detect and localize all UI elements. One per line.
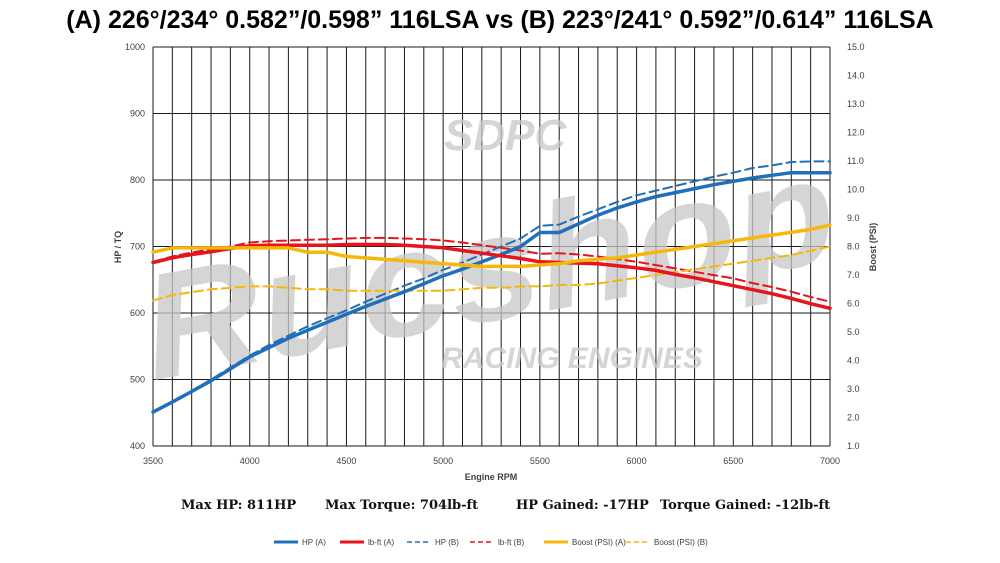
y2-tick-label: 2.0 [847, 413, 860, 423]
y2-tick-label: 12.0 [847, 128, 865, 138]
y2-tick-label: 13.0 [847, 99, 865, 109]
y-tick-label: 800 [130, 175, 145, 185]
y-tick-label: 600 [130, 308, 145, 318]
y2-tick-label: 11.0 [847, 156, 864, 166]
y2-tick-label: 9.0 [847, 213, 860, 223]
y2-tick-label: 14.0 [847, 71, 865, 81]
legend-label: lb-ft (B) [498, 538, 525, 547]
x-tick-label: 4000 [240, 456, 260, 466]
y2-tick-label: 3.0 [847, 384, 860, 394]
x-tick-label: 5000 [433, 456, 453, 466]
y2-tick-label: 15.0 [847, 42, 865, 52]
x-tick-label: 3500 [143, 456, 163, 466]
y2-tick-label: 5.0 [847, 327, 860, 337]
series-line-lb-ft-b [152, 236, 831, 303]
y2-tick-label: 1.0 [847, 441, 860, 451]
series-lines [151, 160, 832, 414]
legend-label: HP (B) [435, 538, 459, 547]
legend-label: lb-ft (A) [368, 538, 395, 547]
y2-axis-title: Boost (PSI) [868, 223, 878, 272]
x-tick-label: 7000 [820, 456, 840, 466]
x-tick-label: 5500 [530, 456, 550, 466]
chart-title: (A) 226°/234° 0.582”/0.598” 116LSA vs (B… [66, 6, 934, 34]
y-tick-label: 1000 [125, 42, 145, 52]
x-tick-label: 6000 [627, 456, 647, 466]
y2-tick-label: 10.0 [847, 185, 865, 195]
legend-label: Boost (PSI) (B) [654, 538, 708, 547]
legend-label: HP (A) [302, 538, 326, 547]
y-tick-label: 500 [130, 375, 145, 385]
y-tick-label: 400 [130, 441, 145, 451]
x-tick-label: 6500 [723, 456, 743, 466]
stat-max-hp: Max HP: 811HP [181, 498, 297, 513]
y2-tick-label: 7.0 [847, 270, 860, 280]
series-line-hp-b [152, 160, 831, 414]
series-line-lb-ft-a [151, 242, 832, 311]
series-line-boost-psi-a [151, 223, 832, 269]
stat-hp-gained: HP Gained: -17HP [516, 498, 649, 513]
y2-tick-label: 8.0 [847, 242, 860, 252]
y2-tick-label: 4.0 [847, 356, 860, 366]
y-axis-title: HP / TQ [113, 231, 123, 263]
legend-label: Boost (PSI) (A) [572, 538, 626, 547]
watermark-top-text: SDPC [444, 111, 567, 160]
series-line-boost-psi-b [152, 245, 831, 302]
x-axis-title: Engine RPM [465, 472, 518, 482]
watermark-bottom-text: RACING ENGINES [441, 342, 703, 375]
y2-tick-label: 6.0 [847, 299, 860, 309]
axes: 3500 4000 4500 5000 5500 6000 6500 7000 400 500 60… [125, 42, 865, 466]
legend: HP (A) lb-ft (A) HP (B) lb-ft (B) Boost (PSI… [274, 538, 708, 547]
y-tick-label: 700 [130, 242, 145, 252]
stat-torque-gained: Torque Gained: -12lb-ft [660, 498, 831, 513]
y-tick-label: 900 [130, 109, 145, 119]
series-line-hp-a [151, 170, 832, 414]
x-tick-label: 4500 [336, 456, 356, 466]
stat-max-torque: Max Torque: 704lb-ft [325, 498, 479, 513]
